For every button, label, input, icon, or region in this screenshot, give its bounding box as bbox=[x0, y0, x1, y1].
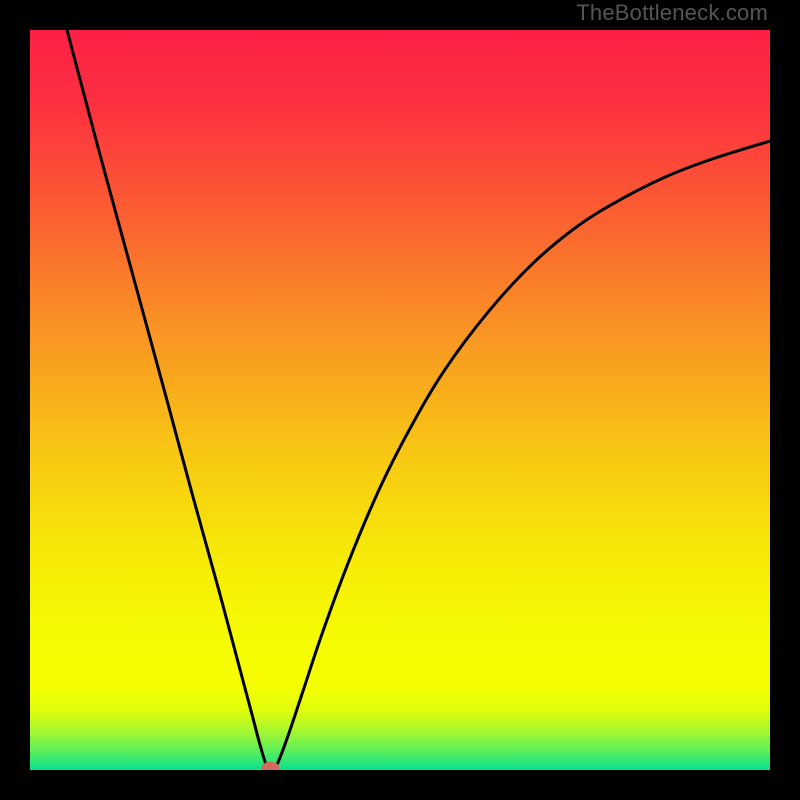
background-gradient bbox=[30, 30, 770, 770]
chart-frame: TheBottleneck.com bbox=[0, 0, 800, 800]
chart-svg bbox=[30, 30, 770, 770]
border-left bbox=[0, 0, 30, 800]
watermark-text: TheBottleneck.com bbox=[576, 0, 768, 26]
border-bottom bbox=[0, 770, 800, 800]
plot-area bbox=[30, 30, 770, 770]
border-right bbox=[770, 0, 800, 800]
